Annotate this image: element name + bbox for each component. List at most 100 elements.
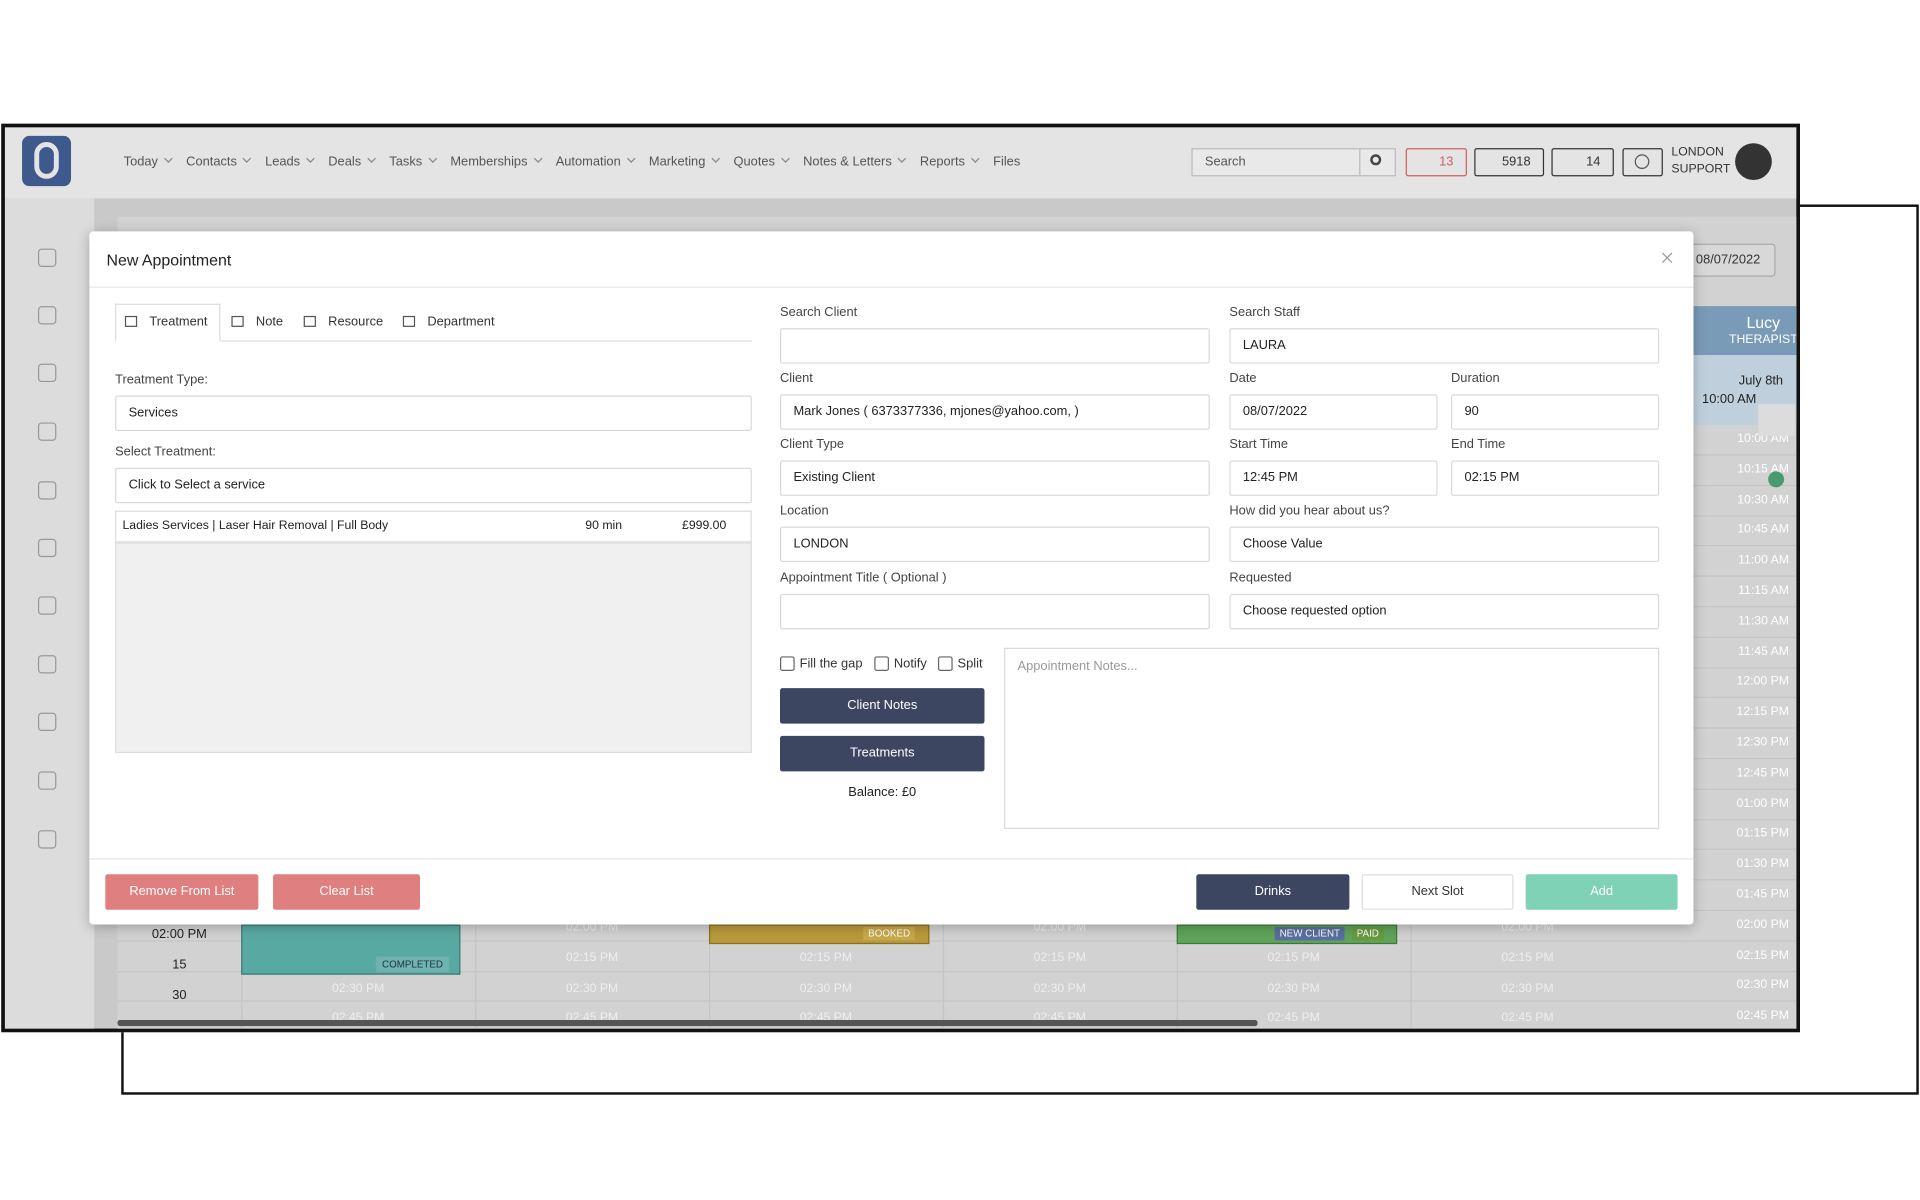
tag-new-client: NEW CLIENT	[1274, 926, 1345, 941]
field-input[interactable]: Choose requested option	[1229, 593, 1660, 630]
sidebar-icon[interactable]	[37, 830, 57, 849]
footer-button[interactable]: Drinks	[1196, 874, 1350, 910]
search-box[interactable]: Search	[1191, 148, 1361, 177]
nav-item[interactable]: Notes & Letters	[803, 154, 905, 169]
field-input[interactable]: Mark Jones ( 6373377336, mjones@yahoo.co…	[780, 394, 1210, 430]
nav-item[interactable]: Quotes	[734, 154, 789, 169]
grid-time: 02:30 PM	[1501, 981, 1554, 996]
field-input[interactable]: LAURA	[1229, 328, 1660, 364]
field-input[interactable]: Existing Client	[780, 460, 1210, 496]
sidebar-icon[interactable]	[37, 363, 57, 383]
field-input[interactable]	[780, 593, 1210, 630]
treatments-button[interactable]: Treatments	[780, 735, 985, 772]
grid-col-line	[942, 912, 945, 1029]
field-label: Date	[1229, 371, 1257, 386]
field-input[interactable]: 12:45 PM	[1229, 460, 1438, 496]
client-notes-button[interactable]: Client Notes	[780, 688, 985, 724]
footer-button[interactable]: Next Slot	[1361, 874, 1514, 910]
sidebar-icon[interactable]	[37, 596, 57, 615]
field-input[interactable]: LONDON	[780, 526, 1210, 563]
treatment-price: £999.00	[682, 519, 727, 533]
staff-day: July 8th	[1738, 373, 1784, 389]
row-label: 30	[172, 987, 187, 1003]
time-slot: 01:00 PM	[1736, 796, 1789, 811]
date-box[interactable]: 08/07/2022	[1689, 243, 1776, 277]
modal-title: New Appointment	[106, 251, 232, 270]
phone-badge[interactable]: 5918	[1474, 148, 1545, 177]
nav-item[interactable]: Contacts	[186, 154, 250, 169]
nav-item[interactable]: Reports	[920, 154, 978, 169]
checkbox[interactable]	[937, 656, 953, 672]
sidebar-icon[interactable]	[37, 538, 57, 558]
sidebar-icon[interactable]	[37, 422, 57, 441]
sidebar-icon[interactable]	[37, 771, 57, 790]
checkbox[interactable]	[874, 656, 889, 672]
field-input[interactable]: Choose Value	[1229, 526, 1660, 563]
nav-menu: Today Contacts Leads Deals Tasks Memberships A…	[124, 153, 1021, 170]
time-slot: 10:45 AM	[1737, 523, 1789, 537]
sidebar-icon[interactable]	[37, 306, 57, 325]
grid-row-line	[118, 1031, 1800, 1032]
footer-button[interactable]: Remove From List	[105, 874, 259, 910]
tasks-badge[interactable]: 14	[1551, 148, 1614, 177]
staff-name: Lucy	[1746, 313, 1781, 332]
grid-time: 02:45 PM	[1501, 1011, 1554, 1026]
nav-item[interactable]: Automation	[556, 154, 635, 169]
footer-divider	[89, 858, 1694, 860]
footer-button[interactable]: Add	[1525, 874, 1678, 910]
time-slot: 10:30 AM	[1737, 492, 1789, 507]
time-slot: 02:00 PM	[1736, 918, 1789, 932]
tab[interactable]: Treatment	[149, 314, 208, 330]
field-input[interactable]	[780, 328, 1210, 364]
nav-item[interactable]: Deals	[328, 154, 374, 169]
sidebar-icon[interactable]	[37, 248, 57, 267]
nav-item[interactable]: Today	[124, 154, 172, 169]
footer-button[interactable]: Clear List	[273, 874, 421, 910]
tab[interactable]: Note	[255, 314, 284, 330]
tab-icon	[402, 315, 416, 327]
time-slot: 12:45 PM	[1736, 766, 1789, 780]
checkbox[interactable]	[780, 656, 795, 672]
time-slot: 02:30 PM	[1736, 978, 1789, 993]
nav-item[interactable]: Leads	[265, 154, 314, 169]
tab[interactable]: Department	[427, 314, 495, 330]
treatment-list-area	[115, 542, 752, 754]
sidebar-icon[interactable]	[37, 481, 57, 500]
whatsapp-icon[interactable]	[1768, 471, 1785, 488]
user-name: LONDON	[1671, 145, 1724, 160]
avatar[interactable]	[1735, 143, 1772, 181]
grid-time: 02:30 PM	[565, 981, 619, 996]
time-slot: 11:00 AM	[1738, 553, 1789, 568]
tabs-underline	[115, 340, 752, 342]
treatment-row	[115, 510, 752, 543]
cart-icon[interactable]	[1758, 404, 1796, 436]
field-input[interactable]: 90	[1451, 394, 1660, 430]
field-label: Search Client	[780, 304, 858, 320]
select-treatment[interactable]: Click to Select a service	[115, 467, 752, 504]
time-slot: 01:45 PM	[1736, 887, 1789, 902]
grid-col-line	[708, 912, 711, 1029]
tab[interactable]: Resource	[328, 314, 384, 330]
treatment-duration: 90 min	[585, 519, 623, 533]
nav-item[interactable]: Memberships	[450, 154, 541, 169]
nav-item[interactable]: Files	[993, 154, 1021, 169]
grid-time: 02:30 PM	[1267, 981, 1320, 996]
sidebar-icon[interactable]	[37, 712, 57, 732]
notes-textarea[interactable]: Appointment Notes...	[1004, 647, 1660, 829]
scrollbar[interactable]	[117, 1020, 1258, 1027]
nav-item[interactable]: Tasks	[389, 154, 435, 169]
help-button[interactable]	[1622, 148, 1663, 177]
grid-row-line	[117, 940, 1797, 942]
help-icon	[1634, 154, 1650, 169]
field-input[interactable]: 02:15 PM	[1451, 460, 1660, 496]
checkbox-label: Split	[957, 656, 983, 672]
treatment-type[interactable]: Services	[115, 395, 752, 432]
nav-item[interactable]: Marketing	[649, 154, 719, 169]
tab-icon	[124, 315, 138, 327]
checkbox-label: Notify	[893, 656, 927, 672]
mail-badge[interactable]: 13	[1405, 148, 1467, 177]
sidebar-icon[interactable]	[37, 655, 57, 674]
grid-row-line	[117, 970, 1797, 972]
field-input[interactable]: 08/07/2022	[1229, 394, 1438, 430]
